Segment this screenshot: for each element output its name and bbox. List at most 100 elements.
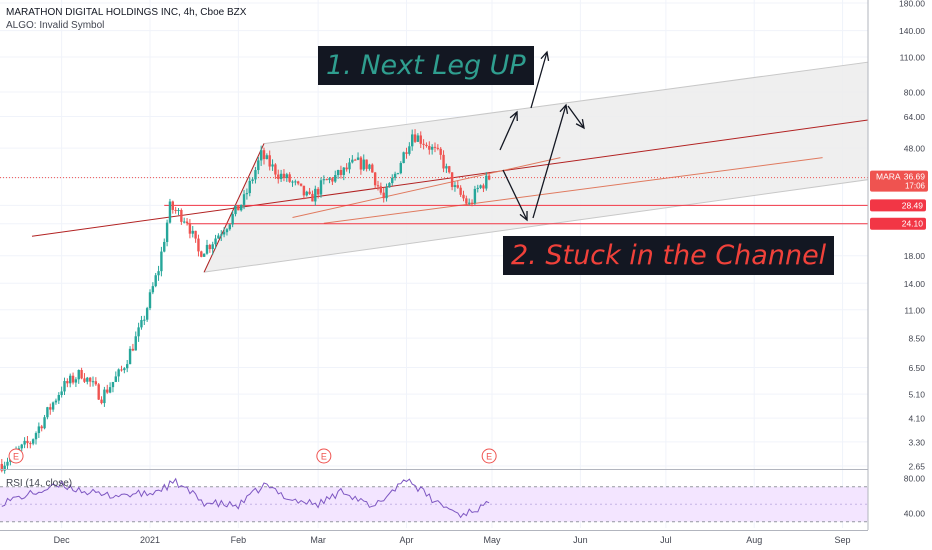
candle-body <box>97 384 100 400</box>
candle-body <box>154 275 157 287</box>
candle-body <box>157 271 160 276</box>
earnings-marker: E <box>481 448 497 464</box>
candle-body <box>385 187 388 199</box>
candle-body <box>393 173 397 178</box>
candle-body <box>376 185 380 187</box>
annotation-next-leg-up: 1. Next Leg UP <box>318 46 534 85</box>
level-badge-value: 24.10 <box>902 219 924 229</box>
price-tick-label: 64.00 <box>904 112 926 122</box>
candle-body <box>106 389 109 393</box>
candle-body <box>120 369 123 371</box>
candle-body <box>422 143 425 145</box>
candle-body <box>382 192 385 199</box>
candle-body <box>29 443 32 445</box>
candle-body <box>413 134 417 142</box>
candle-body <box>134 336 137 351</box>
candle-body <box>257 160 260 171</box>
earnings-label: E <box>486 452 492 462</box>
candle-body <box>328 178 331 180</box>
candle-body <box>168 201 172 223</box>
candle-body <box>339 170 343 175</box>
time-tick-label: Aug <box>746 535 762 545</box>
price-tick-label: 11.00 <box>904 305 925 315</box>
candle-body <box>271 164 274 167</box>
candle-body <box>305 191 308 196</box>
candle-body <box>439 148 442 155</box>
candle-body <box>297 181 300 184</box>
candle-body <box>111 381 115 388</box>
candle-body <box>448 166 451 173</box>
candle-body <box>80 370 83 379</box>
candle-body <box>399 163 402 174</box>
candle-body <box>396 173 400 175</box>
candle-body <box>180 209 183 222</box>
candle-body <box>177 209 180 211</box>
arrow-up-3-head <box>559 103 569 114</box>
candle-body <box>462 194 465 199</box>
candle-body <box>419 135 422 144</box>
earnings-circle <box>481 448 497 464</box>
candle-body <box>311 193 314 202</box>
time-tick-label: Apr <box>399 535 413 545</box>
candle-body <box>83 378 86 382</box>
candle-body <box>143 319 146 321</box>
time-tick-label: Mar <box>310 535 326 545</box>
candle-body <box>231 214 234 225</box>
candle-body <box>137 327 140 337</box>
earnings-circle <box>316 448 332 464</box>
arrow-up-1-head <box>509 110 518 122</box>
candle-body <box>485 175 488 189</box>
ticker-label: MARA <box>876 172 901 182</box>
candle-body <box>174 209 177 211</box>
earnings-marker: E <box>8 448 24 464</box>
candle-body <box>354 159 357 161</box>
candle-body <box>151 286 155 293</box>
last-price-value: 36.69 <box>904 172 926 182</box>
candle-body <box>450 172 454 187</box>
candle-body <box>222 232 226 235</box>
candle-body <box>171 201 174 210</box>
candle-body <box>100 399 103 404</box>
candle-body <box>251 179 254 181</box>
candle-body <box>86 377 89 382</box>
candle-body <box>388 183 391 188</box>
candle-body <box>34 433 38 440</box>
time-axis-bg <box>0 530 932 550</box>
candle-body <box>254 170 257 180</box>
candle-body <box>145 308 149 320</box>
candle-body <box>51 402 55 410</box>
arrow-down-1 <box>502 169 528 221</box>
candle-body <box>285 174 288 179</box>
candle-body <box>217 235 220 239</box>
candle-body <box>465 198 468 204</box>
price-tick-label: 4.10 <box>908 414 925 424</box>
price-tick-label: 180.00 <box>899 0 925 9</box>
earnings-label: E <box>13 452 19 462</box>
candle-body <box>240 204 243 211</box>
candle-body <box>202 253 206 257</box>
candle-body <box>20 444 23 449</box>
price-tick-label: 5.10 <box>908 390 925 400</box>
candle-body <box>470 202 474 204</box>
candle-body <box>453 185 457 187</box>
candle-body <box>163 241 166 252</box>
candle-body <box>126 364 129 369</box>
price-tick-label: 8.50 <box>908 334 925 344</box>
candle-body <box>37 426 41 434</box>
candle-body <box>57 395 60 401</box>
candle-body <box>262 150 266 160</box>
candle-body <box>405 152 408 154</box>
candle-body <box>128 348 132 365</box>
candle-body <box>245 193 249 195</box>
candle-body <box>148 292 152 309</box>
candle-body <box>425 144 428 147</box>
candle-body <box>402 152 405 164</box>
candle-body <box>237 205 240 211</box>
earnings-label: E <box>321 452 327 462</box>
candle-body <box>359 157 363 170</box>
candle-body <box>368 164 371 169</box>
candle-body <box>188 223 192 234</box>
candle-body <box>88 377 92 382</box>
candle-body <box>40 426 43 429</box>
candle-body <box>214 238 217 245</box>
